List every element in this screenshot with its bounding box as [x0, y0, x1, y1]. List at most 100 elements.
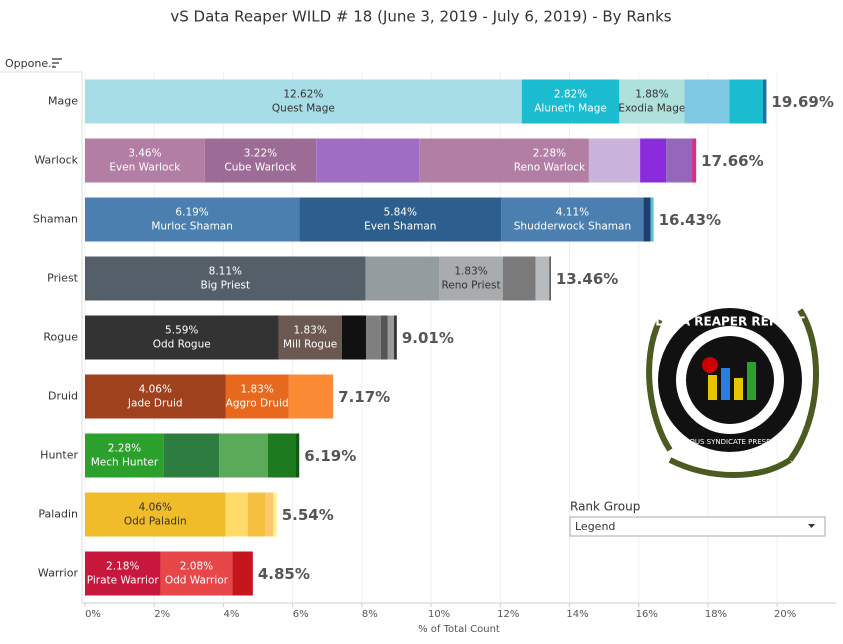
bar-segment	[380, 315, 388, 360]
category-label: Warrior	[38, 567, 79, 580]
segment-name-label: Reno Priest	[441, 280, 500, 292]
bar-segment	[762, 79, 767, 124]
segment-value-label: 4.06%	[139, 384, 172, 396]
segment-name-label: Mill Rogue	[283, 339, 337, 351]
x-tick-label: 8%	[362, 609, 378, 620]
segment-name-label: Exodia Mage	[618, 103, 685, 115]
bar-segment	[729, 79, 763, 124]
bar-segment	[619, 79, 685, 124]
total-label: 13.46%	[556, 270, 618, 288]
segment-name-label: Mech Hunter	[91, 457, 159, 469]
total-label: 6.19%	[304, 447, 356, 465]
segment-value-label: 4.06%	[139, 502, 172, 514]
x-tick-label: 4%	[223, 609, 239, 620]
bar-segment	[295, 433, 300, 478]
segment-name-label: Murloc Shaman	[151, 221, 233, 233]
segment-value-label: 6.19%	[175, 207, 208, 219]
segment-value-label: 5.84%	[384, 207, 417, 219]
bar-segment	[225, 374, 289, 419]
total-label: 19.69%	[771, 93, 833, 111]
x-tick-label: 16%	[636, 609, 658, 620]
bar-segment	[535, 256, 550, 301]
bar-segment	[588, 138, 641, 183]
segment-value-label: 2.28%	[108, 443, 141, 455]
total-label: 7.17%	[338, 388, 390, 406]
bar-segment	[219, 433, 268, 478]
bar-segment	[521, 79, 620, 124]
chart-title: vS Data Reaper WILD # 18 (June 3, 2019 -…	[170, 8, 671, 26]
segment-name-label: Odd Rogue	[153, 339, 211, 351]
bar-segment	[85, 492, 226, 537]
bar-segment	[163, 433, 220, 478]
segment-name-label: Odd Paladin	[124, 516, 187, 528]
plot-area: 0% 2% 4% 6% 8% 10% 12% 14% 16% 18% 20% Mage 12.62% Qu…	[33, 72, 834, 620]
bar-segment	[439, 256, 503, 301]
legend-dropdown[interactable]	[569, 516, 826, 537]
segment-name-label: Pirate Warrior	[87, 575, 160, 587]
legend-dropdown-value[interactable]: Legend	[575, 520, 615, 533]
bar-segment	[232, 551, 253, 596]
bar-segment	[85, 79, 522, 124]
bar-segment	[85, 433, 164, 478]
logo-title: DATA REAPER REPORT	[655, 315, 805, 329]
bar-segment	[692, 138, 697, 183]
bar-segment	[85, 256, 366, 301]
dropdown-arrow[interactable]	[808, 524, 815, 528]
bar-segment	[265, 492, 274, 537]
segment-name-label: Even Warlock	[109, 162, 181, 174]
bar-segment	[666, 138, 693, 183]
bar-segment	[85, 197, 300, 242]
segment-name-label: Even Shaman	[364, 221, 436, 233]
x-tick-label: 2%	[154, 609, 170, 620]
total-label: 16.43%	[659, 211, 721, 229]
category-label: Priest	[47, 272, 79, 285]
segment-value-label: 12.62%	[283, 89, 323, 101]
sort-icon[interactable]	[52, 58, 62, 68]
bar-segment	[299, 197, 502, 242]
category-label: Shaman	[33, 213, 78, 226]
x-tick-label: 14%	[566, 609, 588, 620]
bar-segment	[288, 374, 334, 419]
bar-segment	[643, 197, 651, 242]
segment-value-label: 1.83%	[293, 325, 326, 337]
bar-segment	[365, 256, 440, 301]
segment-value-label: 3.22%	[244, 148, 277, 160]
bar-segment	[85, 315, 279, 360]
total-label: 17.66%	[701, 152, 763, 170]
bar-segment	[316, 138, 420, 183]
bar-segment	[509, 138, 589, 183]
segment-value-label: 8.11%	[209, 266, 242, 278]
x-tick-label: 10%	[428, 609, 450, 620]
bar-segment	[247, 492, 266, 537]
bar-segment	[341, 315, 367, 360]
total-label: 9.01%	[402, 329, 454, 347]
legend-title: Rank Group	[570, 500, 640, 514]
segment-value-label: 2.82%	[554, 89, 587, 101]
bar-segment	[387, 315, 395, 360]
segment-name-label: Quest Mage	[272, 103, 335, 115]
segment-name-label: Reno Warlock	[514, 162, 586, 174]
bar-segment	[160, 551, 233, 596]
segment-value-label: 3.46%	[128, 148, 161, 160]
segment-name-label: Aggro Druid	[226, 398, 289, 410]
bar-segment	[684, 79, 730, 124]
logo: DATA REAPER REPORT VICIOUS SYNDICATE PRE…	[646, 308, 819, 478]
bar-segment	[502, 256, 536, 301]
bar-segment	[267, 433, 296, 478]
bar-segment	[640, 138, 667, 183]
category-label: Rogue	[43, 331, 78, 344]
bar-segment	[650, 197, 654, 242]
segment-value-label: 2.08%	[180, 561, 213, 573]
x-tick-label: 12%	[497, 609, 519, 620]
bar-segment	[85, 374, 226, 419]
bar-segment	[366, 315, 381, 360]
bar-segment	[501, 197, 644, 242]
segment-name-label: Cube Warlock	[224, 162, 297, 174]
x-tick-label: 20%	[774, 609, 796, 620]
column-header[interactable]: Oppone..	[5, 57, 55, 70]
segment-value-label: 1.88%	[635, 89, 668, 101]
bar-segment	[278, 315, 342, 360]
segment-name-label: Big Priest	[201, 280, 251, 292]
bar-segment	[85, 138, 205, 183]
